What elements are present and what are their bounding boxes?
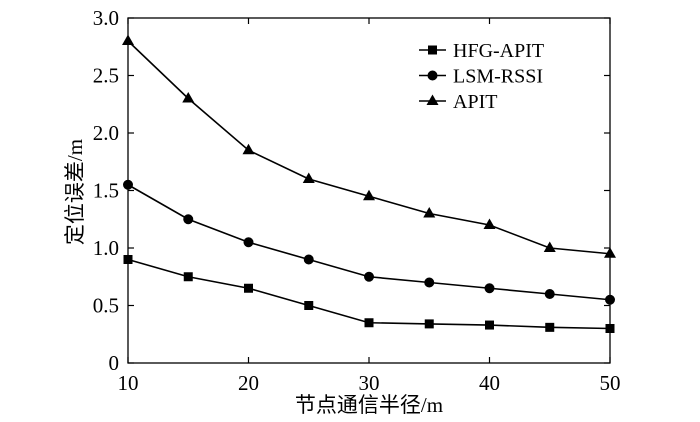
hfg-apit-point-20 bbox=[244, 283, 253, 293]
y-tick-label: 1.5 bbox=[93, 179, 119, 203]
lsm-rssi-point-40 bbox=[484, 283, 495, 294]
y-tick-label: 0.5 bbox=[93, 294, 119, 318]
hfg-apit-point-25 bbox=[304, 301, 314, 310]
legend-marker-triangle bbox=[426, 94, 439, 105]
hfg-apit-point-35 bbox=[424, 319, 434, 329]
lsm-rssi-point-15 bbox=[183, 214, 194, 225]
hfg-apit-point-30 bbox=[364, 318, 374, 328]
lsm-rssi-point-20 bbox=[243, 237, 254, 248]
lsm-rssi-point-25 bbox=[303, 254, 314, 265]
x-tick-label: 40 bbox=[479, 371, 500, 395]
x-tick-label: 50 bbox=[600, 371, 621, 395]
legend-item-apit: APIT bbox=[419, 91, 497, 113]
x-tick-label: 20 bbox=[238, 371, 259, 395]
x-tick-label: 30 bbox=[359, 371, 380, 395]
legend-item-lsm-rssi: LSM-RSSI bbox=[419, 66, 543, 88]
apit-point-30 bbox=[363, 189, 375, 201]
y-tick-label: 1.0 bbox=[93, 236, 119, 260]
lsm-rssi-point-45 bbox=[544, 289, 555, 299]
hfg-apit-line bbox=[127, 258, 611, 330]
legend-marker-circle bbox=[427, 70, 438, 81]
x-axis-label: 节点通信半径/m bbox=[295, 393, 443, 417]
lsm-rssi-point-30 bbox=[364, 271, 374, 282]
apit-point-35 bbox=[423, 207, 436, 218]
hfg-apit-point-45 bbox=[545, 322, 555, 332]
legend-label: APIT bbox=[453, 91, 497, 113]
legend-marker-square bbox=[428, 45, 437, 55]
legend-label: HFG-APIT bbox=[453, 40, 544, 62]
apit-point-40 bbox=[483, 218, 496, 229]
lsm-rssi-line bbox=[127, 184, 611, 301]
hfg-apit-point-15 bbox=[183, 272, 193, 282]
legend-label: LSM-RSSI bbox=[453, 66, 543, 88]
y-axis-label: 定位误差/m bbox=[63, 139, 87, 245]
axes: 10 20 30 40 50 0 0.5 1.0 1.5 2.0 2.5 3.0 bbox=[93, 6, 621, 395]
apit-point-45 bbox=[543, 241, 556, 252]
y-tick-label: 2.0 bbox=[93, 121, 119, 145]
x-tick-label: 10 bbox=[118, 371, 139, 395]
y-tick-label: 3.0 bbox=[93, 6, 119, 30]
legend-item-hfg-apit: HFG-APIT bbox=[419, 40, 544, 62]
lsm-rssi-point-35 bbox=[424, 277, 435, 288]
hfg-apit-point-40 bbox=[485, 320, 494, 330]
apit-point-15 bbox=[182, 92, 195, 103]
y-tick-label: 2.5 bbox=[93, 64, 119, 88]
y-tick-label: 0 bbox=[109, 351, 120, 375]
apit-point-20 bbox=[242, 143, 255, 155]
apit-point-25 bbox=[302, 172, 315, 183]
legend: HFG-APIT LSM-RSSI APIT bbox=[419, 40, 544, 113]
